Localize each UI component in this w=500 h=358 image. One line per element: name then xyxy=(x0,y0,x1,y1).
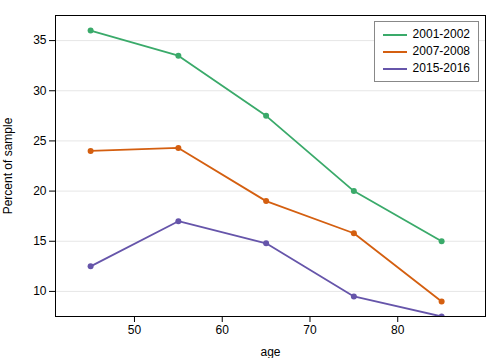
svg-text:60: 60 xyxy=(216,323,230,337)
svg-text:10: 10 xyxy=(33,284,47,298)
svg-text:70: 70 xyxy=(303,323,317,337)
svg-text:50: 50 xyxy=(128,323,142,337)
html-text:2007-2008: 2007-2008 xyxy=(412,44,470,58)
html-text:2015-2016: 2015-2016 xyxy=(412,61,470,75)
svg-text:30: 30 xyxy=(33,84,47,98)
svg-text:80: 80 xyxy=(391,323,405,337)
svg-text:25: 25 xyxy=(33,134,47,148)
svg-text:15: 15 xyxy=(33,234,47,248)
svg-text:age: age xyxy=(260,345,280,358)
html-text:2001-2002: 2001-2002 xyxy=(412,27,470,41)
svg-text:Percent of sample: Percent of sample xyxy=(1,117,15,214)
svg-text:20: 20 xyxy=(33,184,47,198)
svg-text:35: 35 xyxy=(33,33,47,47)
